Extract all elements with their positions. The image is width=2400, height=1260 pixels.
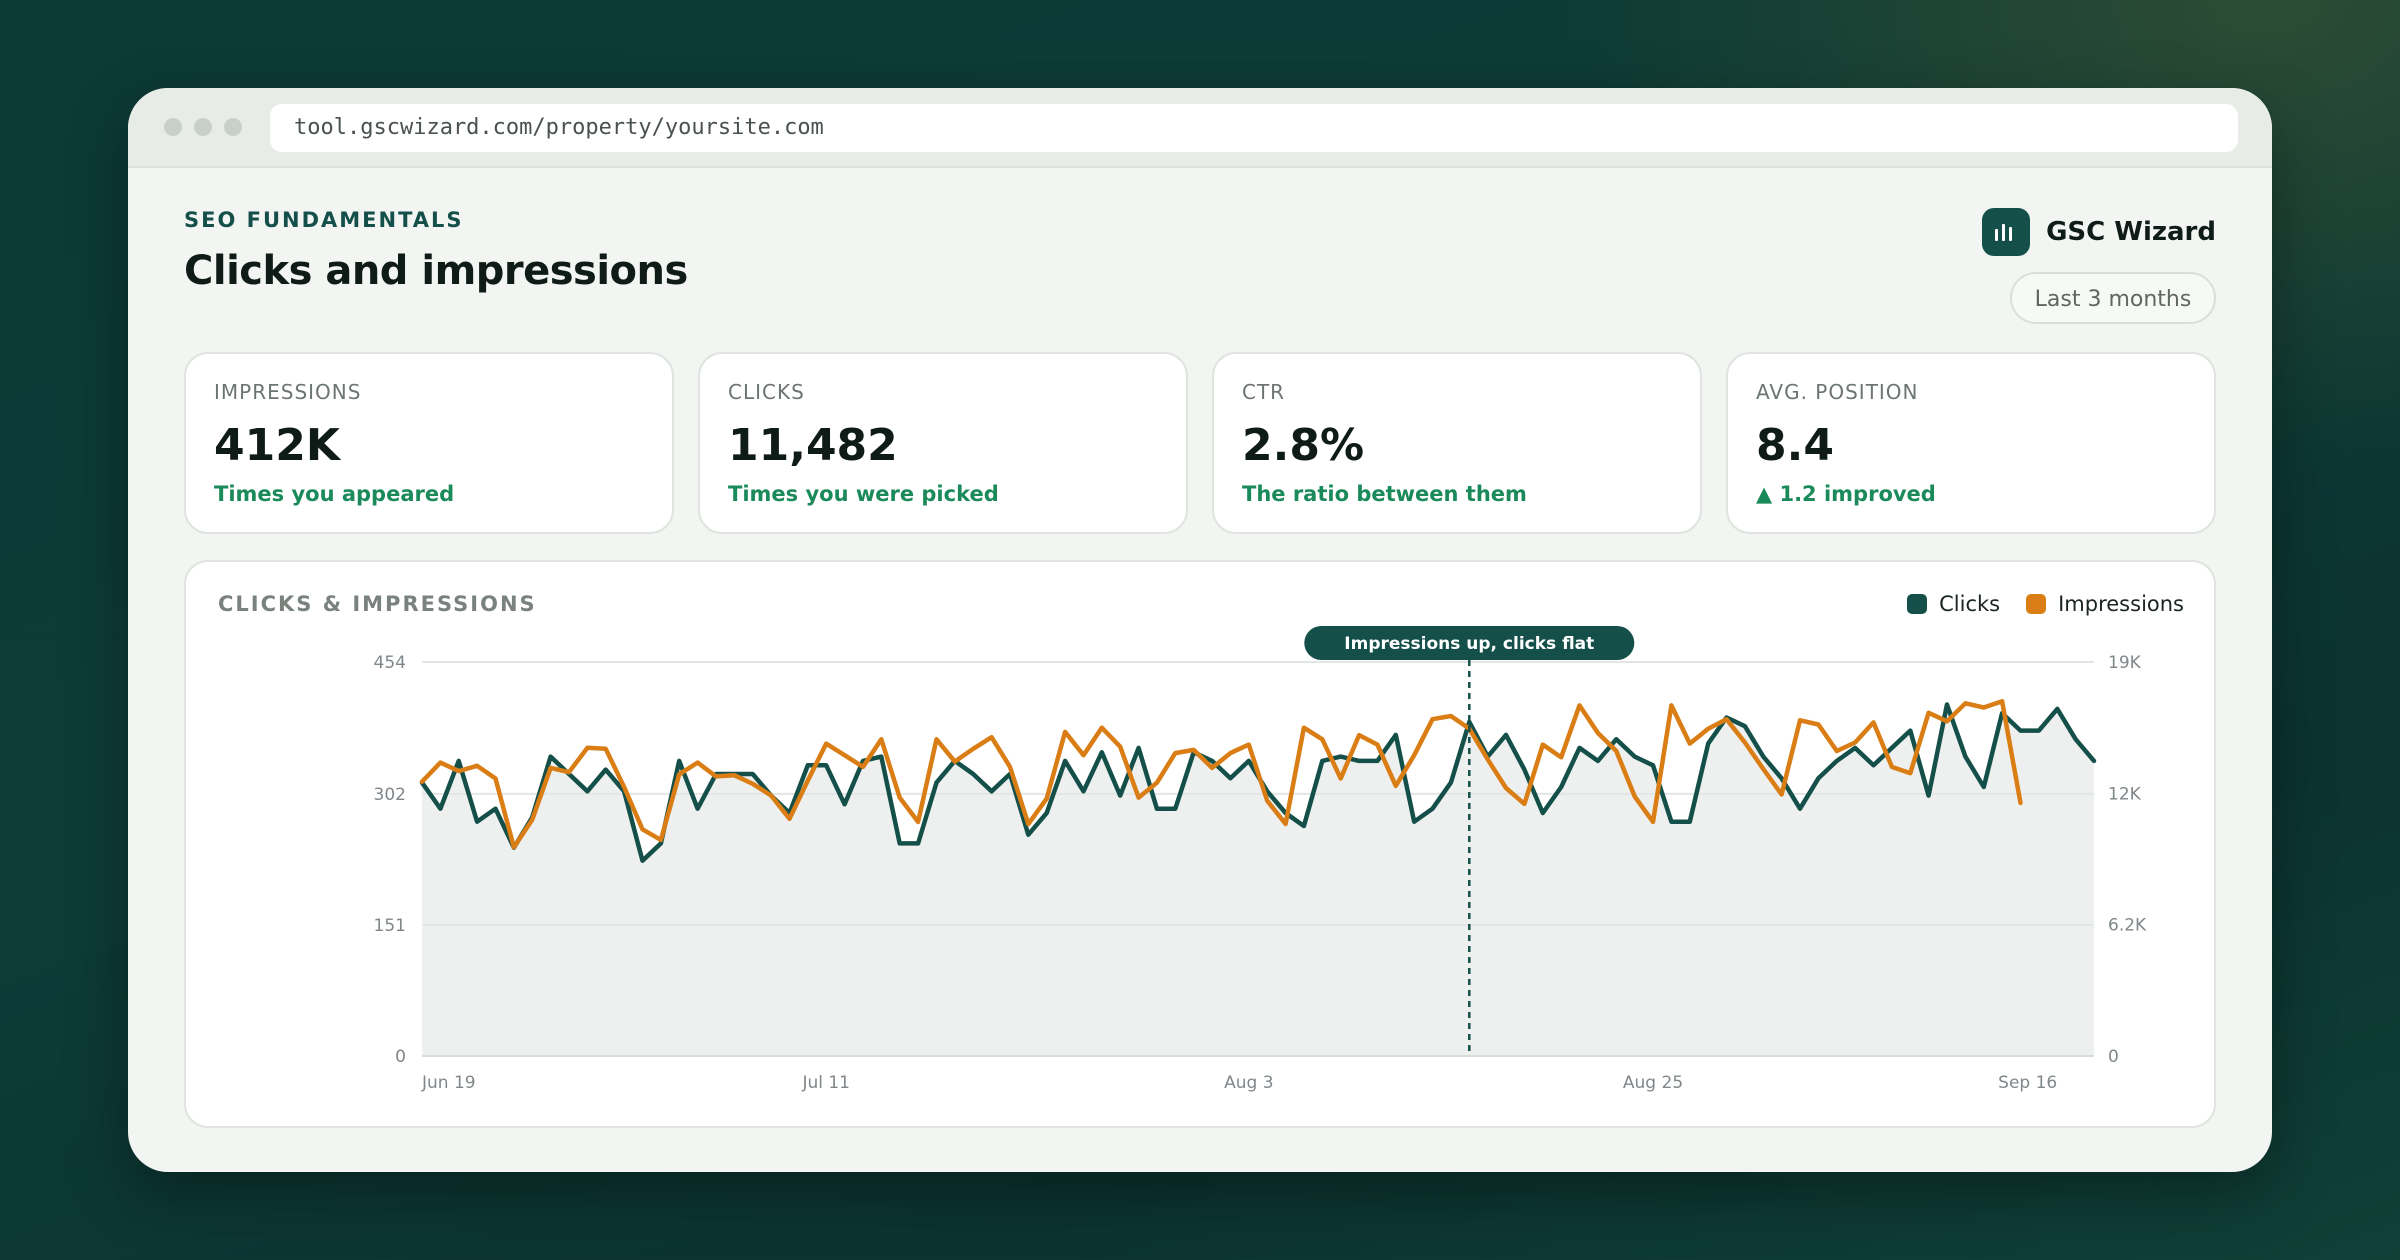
legend-label-impressions: Impressions [2058,592,2184,616]
x-tick-label: Aug 3 [1224,1073,1273,1093]
page-title: Clicks and impressions [184,248,688,294]
metric-label: IMPRESSIONS [214,380,362,404]
annotation-label: Impressions up, clicks flat [1344,634,1594,654]
brand: GSC Wizard [1982,208,2216,256]
y-right-tick-label: 12K [2108,784,2142,804]
browser-window: tool.gscwizard.com/property/yoursite.com… [128,88,2272,1172]
x-tick-label: Aug 25 [1623,1073,1683,1093]
metric-caption: The ratio between them [1242,482,1527,506]
bar-chart-icon [1982,208,2031,256]
y-left-tick-label: 454 [374,653,406,673]
metric-card-ctr: CTR 2.8% The ratio between them [1212,352,1702,534]
clicks-impressions-chart: 454 302 151 0 19K 12K 6.2K 0 Jun 19 Jul 11 Aug 3 Au… [374,626,2147,1093]
metric-card-avg-position: AVG. POSITION 8.4 ▲ 1.2 improved [1726,352,2216,534]
metric-label: CTR [1242,380,1286,404]
y-right-tick-label: 0 [2108,1047,2119,1067]
window-dot-maximize[interactable] [224,118,242,136]
metric-value: 2.8% [1242,420,1365,471]
metric-card-clicks: CLICKS 11,482 Times you were picked [698,352,1188,534]
browser-titlebar: tool.gscwizard.com/property/yoursite.com [128,88,2272,168]
annotation-pill [1304,626,1635,660]
chart-legend: Clicks Impressions [1881,592,2184,616]
legend-item-impressions[interactable]: Impressions [2026,592,2184,616]
y-right-tick-label: 6.2K [2108,916,2147,936]
legend-swatch-clicks [1907,594,1928,614]
window-dot-close[interactable] [164,118,182,136]
legend-swatch-impressions [2026,594,2047,614]
metric-caption: Times you appeared [214,482,455,506]
metric-label: CLICKS [728,380,805,404]
metric-caption: ▲ 1.2 improved [1756,482,1936,506]
metric-value: 8.4 [1756,420,1834,471]
x-tick-label: Jun 19 [421,1073,476,1093]
x-tick-label: Jul 11 [801,1073,850,1093]
y-right-tick-label: 19K [2108,653,2142,673]
x-tick-label: Sep 16 [1998,1073,2057,1093]
legend-label-clicks: Clicks [1939,592,2001,616]
metric-value: 11,482 [728,420,898,471]
y-left-tick-label: 151 [374,916,406,936]
series-line-impressions [419,698,2023,850]
metric-card-impressions: IMPRESSIONS 412K Times you appeared [184,352,674,534]
page-eyebrow: SEO FUNDAMENTALS [184,208,464,232]
y-left-tick-label: 302 [374,785,406,805]
window-dot-minimize[interactable] [194,118,212,136]
date-range-button[interactable]: Last 3 months [2010,272,2216,324]
legend-item-clicks[interactable]: Clicks [1907,592,2000,616]
metric-label: AVG. POSITION [1756,380,1919,404]
address-bar[interactable]: tool.gscwizard.com/property/yoursite.com [270,104,2238,152]
chart-card: 454 302 151 0 19K 12K 6.2K 0 Jun 19 Jul 11 Aug 3 Au… [184,560,2216,1128]
metric-value: 412K [214,420,340,471]
metric-caption: Times you were picked [728,482,999,506]
chart-title: CLICKS & IMPRESSIONS [218,592,537,616]
metric-cards: IMPRESSIONS 412K Times you appeared CLIC… [184,352,2216,534]
brand-name: GSC Wizard [2046,217,2216,247]
y-left-tick-label: 0 [395,1047,406,1067]
clicks-area [422,704,2094,1056]
